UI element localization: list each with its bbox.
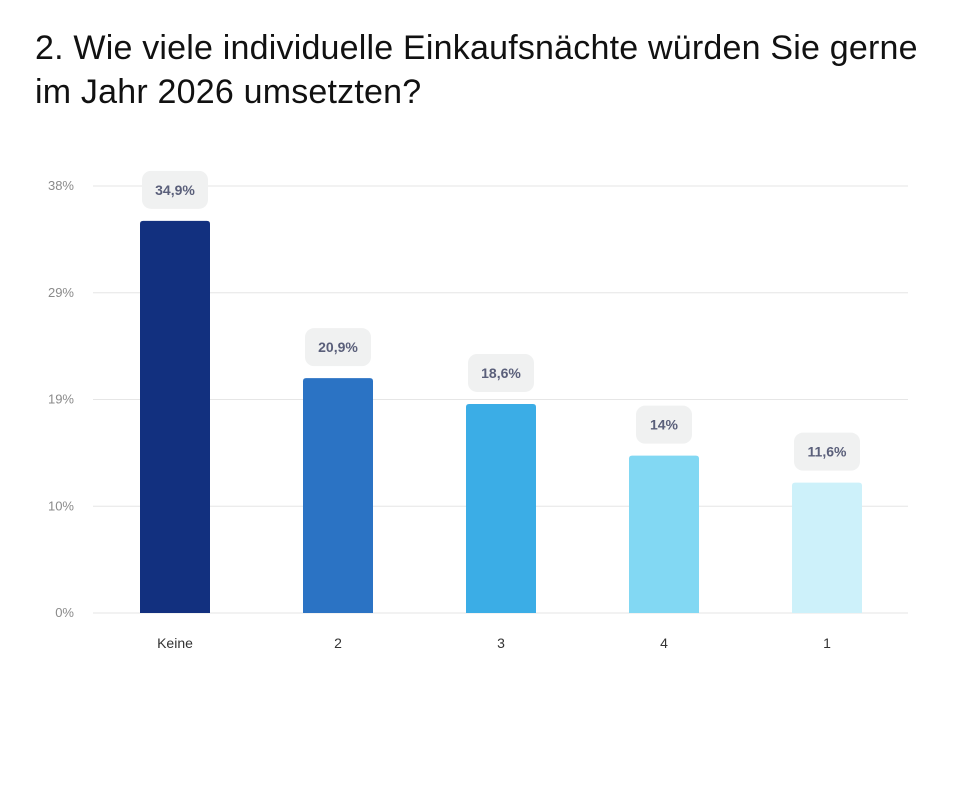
x-tick-label: 1 [823, 635, 831, 651]
data-label-badge [305, 328, 371, 367]
data-label: 20,9% [318, 339, 358, 355]
y-tick-label: 10% [48, 498, 74, 513]
y-tick-label: 0% [55, 605, 74, 620]
x-tick-label: Keine [157, 635, 193, 651]
data-label-badge [794, 432, 860, 471]
bars [140, 220, 862, 613]
bar-4 [629, 455, 699, 613]
y-tick-label: 29% [48, 285, 74, 300]
data-label-badge [636, 405, 692, 444]
data-labels: 34,9% 20,9% 18,6% 14% 11,6% [142, 170, 860, 471]
bar-keine [140, 220, 210, 613]
data-label: 11,6% [808, 444, 847, 460]
y-tick-label: 38% [48, 178, 74, 193]
bar-3 [466, 403, 536, 613]
x-tick-label: 3 [497, 635, 505, 651]
chart-title: 2. Wie viele individuelle Einkaufsnächte… [35, 29, 918, 111]
data-label-badge [468, 353, 534, 392]
y-tick-label: 19% [48, 392, 74, 407]
data-label: 14% [650, 417, 679, 433]
bar-2 [303, 378, 373, 613]
data-label: 34,9% [155, 182, 195, 198]
data-label: 18,6% [481, 365, 521, 381]
x-axis-ticks: Keine 2 3 4 1 [157, 635, 831, 651]
data-label-badge [142, 170, 208, 209]
x-tick-label: 2 [334, 635, 342, 651]
bar-1 [792, 482, 862, 613]
x-tick-label: 4 [660, 635, 668, 651]
y-axis-ticks: 0% 10% 19% 29% 38% [48, 178, 74, 620]
